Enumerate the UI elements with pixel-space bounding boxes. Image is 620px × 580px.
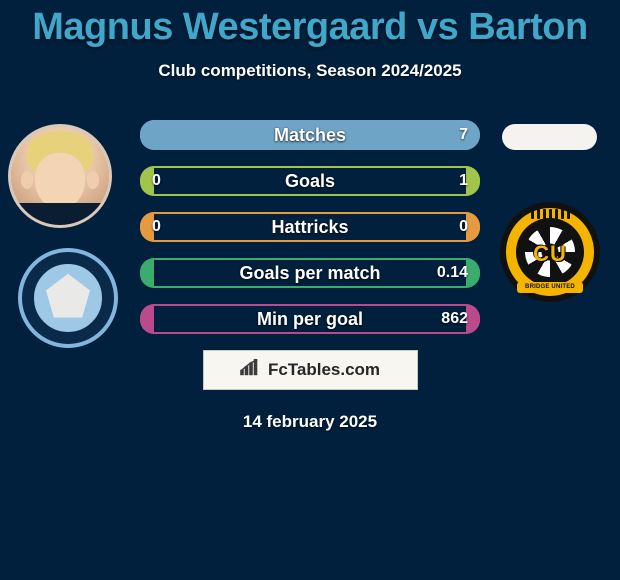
- stat-value-right: 1: [459, 166, 468, 196]
- player-avatar-left: [8, 124, 112, 228]
- stat-label: Goals per match: [140, 258, 480, 288]
- stat-value-right: 0: [459, 212, 468, 242]
- date-line: 14 february 2025: [140, 412, 480, 432]
- club-badge-right-ribbon: BRIDGE UNITED: [517, 282, 583, 293]
- stat-value-right: 862: [441, 304, 468, 334]
- club-badge-right-letters: CU: [503, 241, 597, 267]
- stat-label: Min per goal: [140, 304, 480, 334]
- stat-label: Hattricks: [140, 212, 480, 242]
- branding-text: FcTables.com: [268, 360, 380, 380]
- stat-row-goals: 0Goals1: [140, 166, 480, 196]
- stat-row-goals-per-match: Goals per match0.14: [140, 258, 480, 288]
- stat-row-hattricks: 0Hattricks0: [140, 212, 480, 242]
- club-badge-left: [18, 248, 118, 348]
- club-badge-right: CU BRIDGE UNITED: [500, 202, 600, 302]
- stat-value-right: 0.14: [437, 258, 468, 288]
- chart-icon: [240, 359, 262, 382]
- stat-label: Goals: [140, 166, 480, 196]
- page-subtitle: Club competitions, Season 2024/2025: [0, 61, 620, 81]
- page-title: Magnus Westergaard vs Barton: [0, 0, 620, 49]
- stat-value-right: 7: [459, 120, 468, 150]
- player-avatar-right-placeholder: [502, 124, 597, 150]
- stat-label: Matches: [140, 120, 480, 150]
- stat-row-matches: Matches7: [140, 120, 480, 150]
- stat-row-min-per-goal: Min per goal862: [140, 304, 480, 334]
- branding-box[interactable]: FcTables.com: [203, 350, 418, 390]
